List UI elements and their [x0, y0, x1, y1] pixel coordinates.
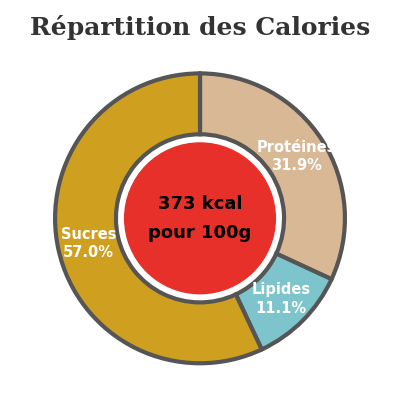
- Text: pour 100g: pour 100g: [148, 224, 252, 242]
- Title: Répartition des Calories: Répartition des Calories: [30, 15, 370, 40]
- Wedge shape: [200, 74, 345, 279]
- Text: Lipides
11.1%: Lipides 11.1%: [252, 282, 311, 316]
- Circle shape: [125, 143, 275, 294]
- Text: Sucres
57.0%: Sucres 57.0%: [60, 226, 116, 260]
- Text: Protéines
31.9%: Protéines 31.9%: [257, 140, 336, 174]
- Wedge shape: [55, 74, 262, 363]
- Wedge shape: [236, 254, 332, 350]
- Text: 373 kcal: 373 kcal: [158, 195, 242, 213]
